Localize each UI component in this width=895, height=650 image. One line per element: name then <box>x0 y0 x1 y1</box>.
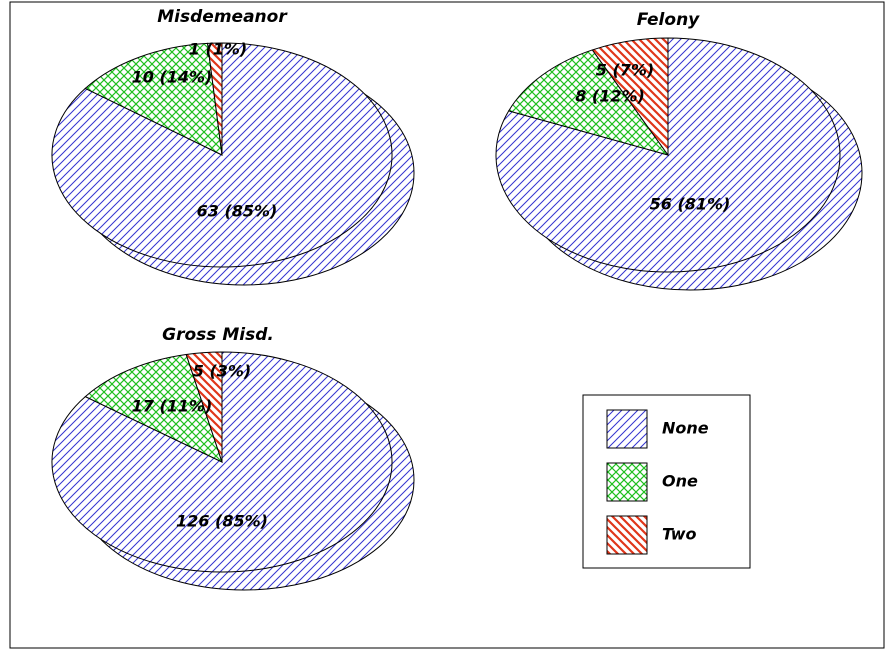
legend-swatch <box>606 462 648 502</box>
legend-label: Two <box>662 525 696 544</box>
pie-slice <box>51 351 393 573</box>
pie-slice <box>84 353 223 463</box>
slice-label: 56 (81%) <box>650 195 731 214</box>
pie-slice <box>51 42 393 268</box>
slice-label: 8 (12%) <box>575 87 645 106</box>
slice-label: 17 (11%) <box>132 397 213 416</box>
slice-label: 63 (85%) <box>197 202 278 221</box>
slice-label: 5 (7%) <box>596 61 655 80</box>
pie-slice <box>591 37 669 157</box>
pie-title: Misdemeanor <box>157 7 288 27</box>
slice-label: 5 (3%) <box>193 362 252 381</box>
pie-title: Felony <box>637 10 700 30</box>
slice-label: 126 (85%) <box>176 512 268 531</box>
pie-slice <box>507 49 670 156</box>
legend-label: One <box>662 472 698 491</box>
legend-label: None <box>662 419 709 438</box>
slice-label: 1 (1%) <box>189 40 248 59</box>
pie-slice <box>185 351 223 463</box>
legend-swatch <box>606 409 648 449</box>
frame <box>9 1 885 649</box>
slice-label: 10 (14%) <box>132 68 213 87</box>
pie-slice <box>84 42 223 156</box>
legend-swatch <box>606 515 648 555</box>
pie-title: Gross Misd. <box>162 325 274 345</box>
pie-slice <box>207 42 223 156</box>
